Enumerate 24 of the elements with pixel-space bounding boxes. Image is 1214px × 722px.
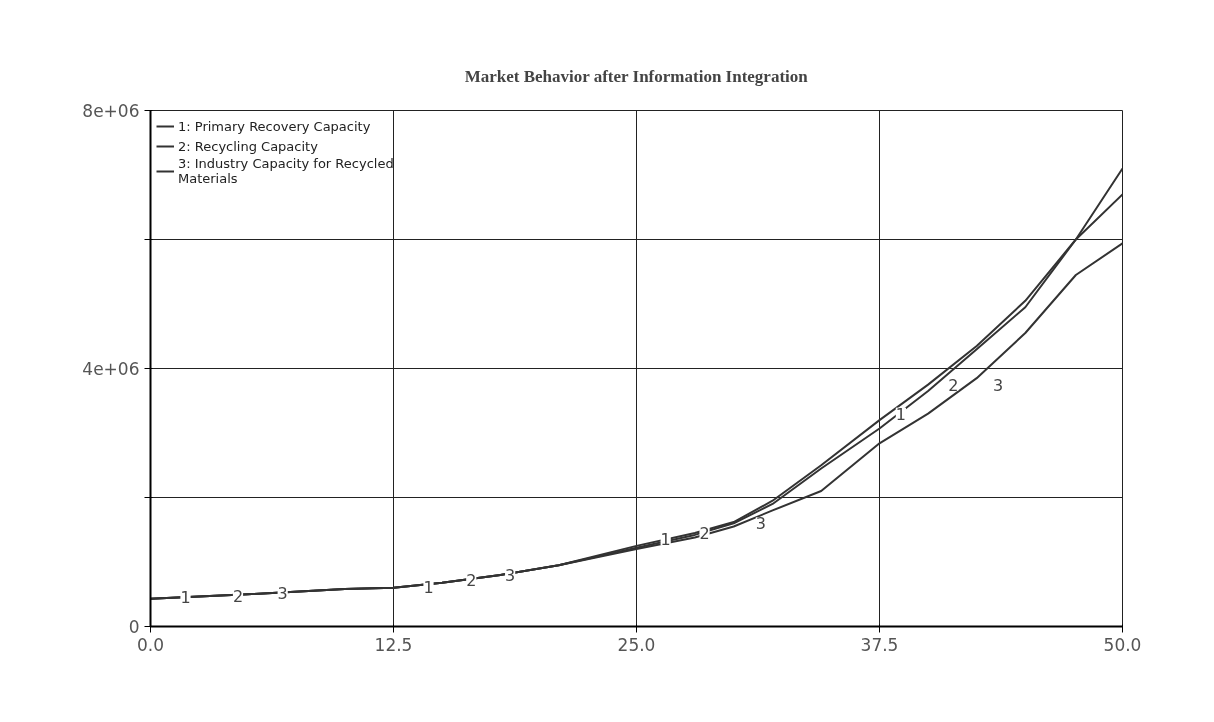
annotation: 1 bbox=[895, 404, 906, 424]
x-tick-label: 37.5 bbox=[860, 634, 899, 655]
annotation: 1 bbox=[423, 577, 434, 597]
legend-label: 3: Industry Capacity for Recycled Materials bbox=[178, 156, 394, 186]
legend-label: 2: Recycling Capacity bbox=[178, 138, 318, 154]
x-tick-label: 0.0 bbox=[136, 634, 165, 655]
annotation: 1 bbox=[660, 530, 671, 550]
y-tick-label: 4e+06 bbox=[82, 359, 140, 379]
y-tick-label: 0 bbox=[128, 617, 140, 637]
annotation: 3 bbox=[505, 565, 516, 585]
annotation: 3 bbox=[277, 583, 288, 603]
annotation: 1 bbox=[180, 588, 191, 608]
legend-label: 1: Primary Recovery Capacity bbox=[178, 118, 371, 134]
x-tick-label: 25.0 bbox=[617, 634, 656, 655]
x-tick-label: 50.0 bbox=[1103, 634, 1142, 655]
chart-title: Market Behavior after Information Integration bbox=[464, 66, 809, 86]
annotation: 2 bbox=[232, 586, 244, 606]
y-tick-label: 8e+06 bbox=[82, 101, 140, 121]
annotation: 3 bbox=[992, 375, 1004, 395]
annotation: 3 bbox=[755, 514, 767, 534]
annotation: 2 bbox=[948, 375, 959, 395]
annotation: 2 bbox=[466, 571, 477, 591]
annotation: 2 bbox=[699, 523, 710, 543]
x-tick-label: 12.5 bbox=[374, 634, 413, 655]
